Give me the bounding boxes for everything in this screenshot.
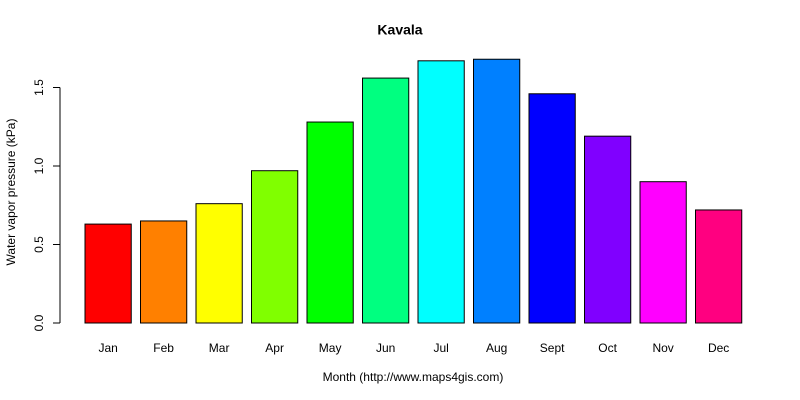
x-tick-label: Apr <box>265 341 284 355</box>
x-tick-label: Feb <box>153 341 174 355</box>
x-axis-label: Month (http://www.maps4gis.com) <box>323 370 504 384</box>
bar <box>639 181 687 324</box>
x-tick-label: Nov <box>652 341 673 355</box>
y-tick-label: 0.0 <box>32 314 46 331</box>
bar <box>528 93 576 324</box>
x-tick-label: May <box>319 341 342 355</box>
chart-title: Kavala <box>377 22 422 38</box>
bar <box>306 121 354 324</box>
y-axis-label: Water vapor pressure (kPa) <box>4 119 18 266</box>
bar <box>140 220 188 324</box>
x-tick-label: Sept <box>540 341 565 355</box>
bar <box>473 58 521 324</box>
bar <box>695 209 743 324</box>
bar <box>251 170 299 324</box>
x-tick-label: Aug <box>486 341 507 355</box>
x-tick-label: Jun <box>376 341 395 355</box>
x-tick-label: Dec <box>708 341 729 355</box>
bar <box>195 203 243 324</box>
x-tick-label: Oct <box>598 341 617 355</box>
y-tick-label: 1.0 <box>32 157 46 174</box>
bar <box>362 77 410 324</box>
bar <box>584 135 632 324</box>
bar <box>84 223 132 324</box>
x-tick-label: Jan <box>98 341 117 355</box>
y-tick-label: 1.5 <box>32 79 46 96</box>
bar <box>417 60 465 324</box>
x-tick-label: Mar <box>209 341 230 355</box>
y-tick-label: 0.5 <box>32 236 46 253</box>
x-tick-label: Jul <box>433 341 448 355</box>
